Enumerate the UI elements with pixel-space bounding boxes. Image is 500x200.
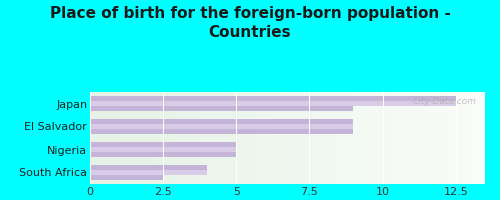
Bar: [90, 152, 236, 157]
Bar: [90, 129, 353, 134]
Bar: [90, 170, 207, 175]
Bar: [90, 142, 236, 147]
Text: Place of birth for the foreign-born population -
Countries: Place of birth for the foreign-born popu…: [50, 6, 450, 40]
Bar: [90, 101, 456, 106]
Bar: [90, 119, 353, 124]
Bar: [90, 147, 236, 152]
Bar: [90, 124, 353, 129]
Bar: [90, 175, 163, 180]
Text: City-Data.com: City-Data.com: [413, 97, 477, 106]
Bar: [90, 165, 207, 170]
Bar: [90, 106, 353, 111]
Bar: [90, 96, 456, 101]
